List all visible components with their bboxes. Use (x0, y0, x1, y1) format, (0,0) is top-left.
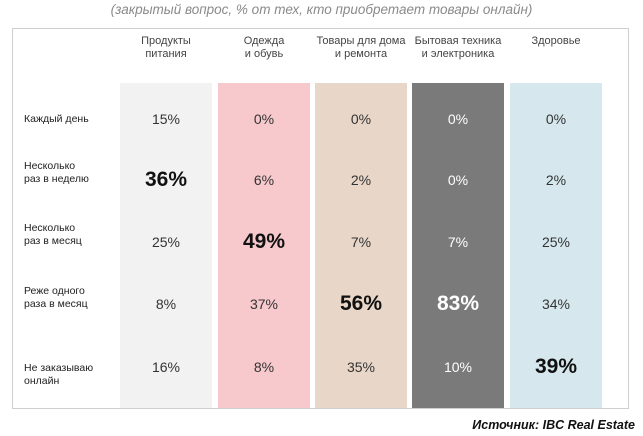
source-note: Источник: IBC Real Estate (472, 418, 635, 432)
column-background (412, 83, 504, 408)
table-cell: 6% (253, 172, 275, 188)
table-cell: 0% (545, 111, 567, 127)
table-cell: 8% (253, 359, 275, 375)
table-cell: 8% (155, 296, 177, 312)
row-label: Реже одного раза в месяц (24, 285, 88, 310)
table-cell: 0% (253, 111, 275, 127)
table-cell: 35% (346, 359, 376, 375)
table-cell: 25% (151, 234, 181, 250)
table-cell: 16% (151, 359, 181, 375)
table-cell: 25% (541, 234, 571, 250)
table-cell: 7% (447, 234, 469, 250)
table-cell: 15% (151, 111, 181, 127)
table-cell: 39% (534, 355, 578, 378)
column-header: Товары для дома и ремонта (316, 35, 406, 60)
table-cell: 49% (242, 230, 286, 253)
row-label: Несколько раз в неделю (24, 160, 89, 185)
table-cell: 34% (541, 296, 571, 312)
column-background (315, 83, 407, 408)
table-cell: 0% (447, 111, 469, 127)
column-background (510, 83, 602, 408)
table-cell: 0% (350, 111, 372, 127)
table-cell: 0% (447, 172, 469, 188)
table-cell: 7% (350, 234, 372, 250)
table-cell: 56% (339, 292, 383, 315)
row-label: Не заказываю онлайн (24, 362, 94, 387)
table-cell: 2% (545, 172, 567, 188)
column-background (218, 83, 310, 408)
table-cell: 2% (350, 172, 372, 188)
row-label: Несколько раз в месяц (24, 222, 82, 247)
chart-subtitle: (закрытый вопрос, % от тех, кто приобрет… (110, 2, 533, 17)
table-cell: 83% (436, 292, 480, 315)
table-cell: 36% (144, 168, 188, 191)
column-header: Продукты питания (141, 35, 191, 60)
column-header: Здоровье (531, 35, 581, 47)
row-label: Каждый день (24, 113, 89, 125)
table-cell: 37% (249, 296, 279, 312)
column-header: Одежда и обувь (243, 35, 285, 60)
table-cell: 10% (443, 359, 473, 375)
column-background (120, 83, 212, 408)
column-header: Бытовая техника и электроника (414, 35, 502, 60)
